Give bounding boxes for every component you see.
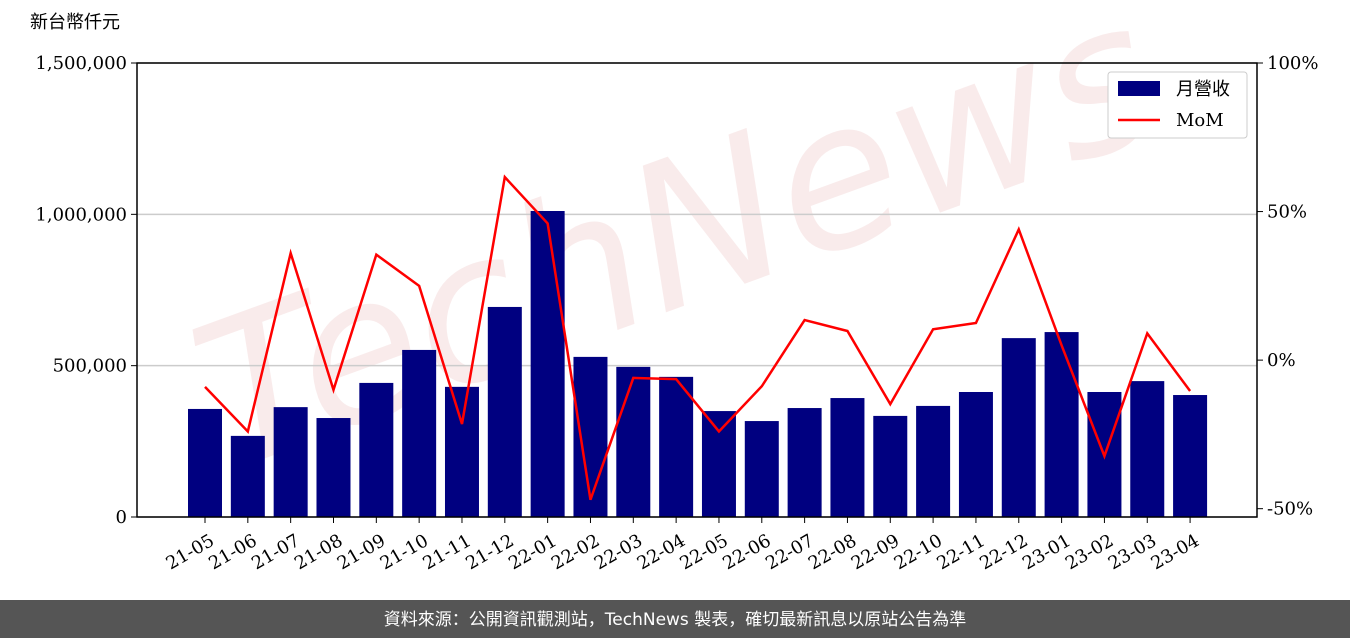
y2-tick-label: 0% — [1267, 350, 1296, 371]
bar — [530, 211, 565, 517]
bar — [188, 408, 222, 517]
bar — [573, 356, 608, 517]
x-tick-label: 22-05 — [676, 530, 731, 574]
bar — [916, 405, 951, 517]
y-tick-label: 1,500,000 — [35, 53, 127, 74]
bar — [958, 391, 993, 517]
x-tick-label: 21-12 — [462, 530, 517, 574]
y2-tick-label: 100% — [1267, 53, 1318, 74]
y2-tick-label: -50% — [1267, 499, 1313, 520]
x-tick-label: 21-06 — [205, 530, 260, 574]
bar — [830, 398, 865, 517]
x-tick-label: 22-04 — [634, 530, 689, 574]
bar — [701, 411, 736, 517]
bar — [1001, 338, 1036, 517]
bar — [273, 407, 308, 517]
bar — [444, 386, 479, 517]
bar — [402, 349, 437, 517]
bar — [659, 376, 694, 517]
x-tick-label: 22-02 — [548, 530, 603, 574]
x-tick-label: 21-05 — [162, 530, 217, 574]
y-axis-label: 新台幣仟元 — [30, 12, 120, 33]
x-tick-label: 21-10 — [377, 530, 432, 574]
bar — [787, 408, 822, 517]
plot-frame — [136, 62, 1258, 518]
bar — [359, 382, 394, 517]
x-tick-label: 21-11 — [419, 530, 474, 574]
bar — [230, 435, 265, 517]
x-tick-label: 23-02 — [1062, 530, 1117, 574]
x-tick-label: 22-09 — [848, 530, 903, 574]
x-tick-label: 22-12 — [976, 530, 1031, 574]
y2-tick-label: 50% — [1267, 202, 1307, 223]
legend-label: MoM — [1176, 110, 1224, 131]
bar — [744, 421, 779, 517]
y-tick-label: 1,000,000 — [35, 204, 127, 225]
footer-bar — [0, 600, 1350, 638]
x-tick-label: 21-08 — [291, 530, 346, 574]
x-tick-label: 22-10 — [891, 530, 946, 574]
bar — [487, 306, 522, 517]
x-tick-label: 22-07 — [762, 530, 817, 574]
x-tick-label: 22-08 — [805, 530, 860, 574]
bar — [873, 415, 908, 517]
bar — [1044, 332, 1079, 517]
x-tick-label: 22-03 — [591, 530, 646, 574]
bar — [1173, 395, 1208, 517]
bar — [616, 366, 651, 517]
legend-swatch — [1118, 81, 1160, 96]
x-tick-label: 22-01 — [505, 530, 560, 574]
x-tick-label: 22-06 — [719, 530, 774, 574]
x-tick-label: 23-04 — [1148, 530, 1203, 574]
bar — [1130, 381, 1165, 517]
bar — [316, 418, 351, 517]
x-tick-label: 21-09 — [334, 530, 389, 574]
y-tick-label: 500,000 — [53, 356, 127, 377]
legend-label: 月營收 — [1176, 79, 1230, 100]
footer-text: 資料來源：公開資訊觀測站，TechNews 製表，確切最新訊息以原站公告為準 — [384, 610, 966, 630]
mom-line — [204, 174, 1192, 501]
x-tick-label: 21-07 — [248, 530, 303, 574]
x-tick-label: 23-03 — [1105, 530, 1160, 574]
y-tick-label: 0 — [116, 507, 127, 528]
x-tick-label: 22-11 — [933, 530, 988, 574]
x-tick-label: 23-01 — [1019, 530, 1074, 574]
